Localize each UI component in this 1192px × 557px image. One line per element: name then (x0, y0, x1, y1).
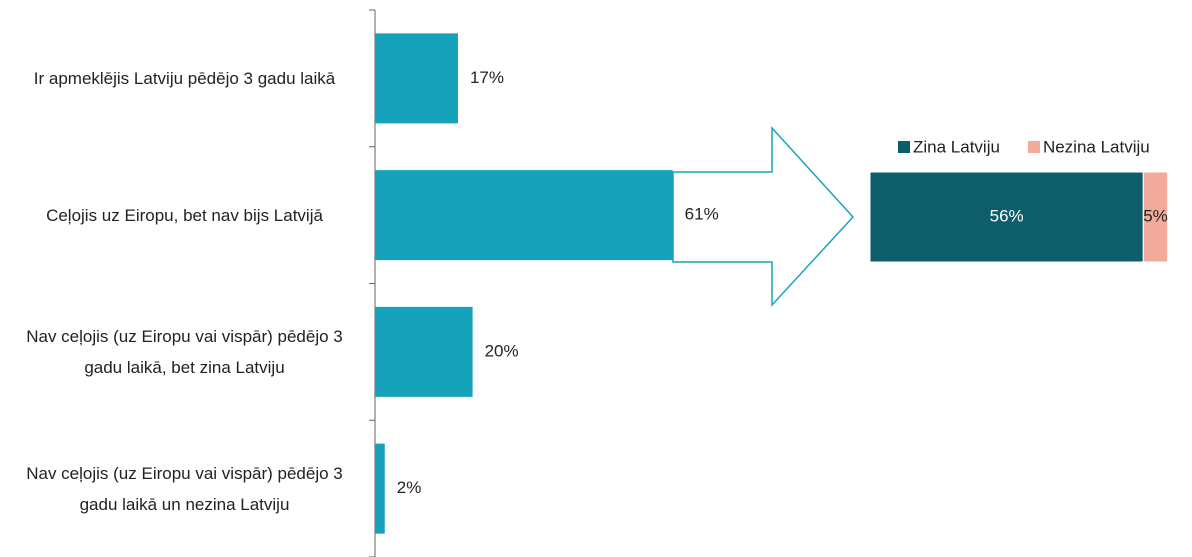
legend-swatch (1027, 141, 1040, 153)
bar-segment (1142, 171, 1169, 263)
legend-label: Zina Latviju (913, 137, 1000, 156)
bar (375, 306, 473, 397)
value-label: 56% (990, 206, 1024, 225)
value-label: 61% (685, 205, 719, 224)
value-label: 17% (470, 68, 504, 87)
value-label: 5% (1143, 206, 1168, 225)
legend-swatch (898, 141, 910, 153)
bar (375, 443, 385, 534)
category-label: Nav ceļojis (uz Eiropu vai vispār) pēdēj… (26, 326, 343, 377)
arrow (672, 126, 855, 307)
bar (375, 33, 458, 124)
value-label: 20% (485, 341, 519, 360)
category-label: Nav ceļojis (uz Eiropu vai vispār) pēdēj… (26, 463, 343, 514)
category-label: Ceļojis uz Eiropu, bet nav bijs Latvijā (46, 205, 323, 225)
legend-label: Nezina Latviju (1043, 137, 1150, 156)
value-label: 2% (397, 478, 422, 497)
bar-segment (869, 171, 1144, 263)
category-label: Ir apmeklējis Latviju pēdējo 3 gadu laik… (33, 68, 336, 88)
bar (375, 170, 673, 261)
